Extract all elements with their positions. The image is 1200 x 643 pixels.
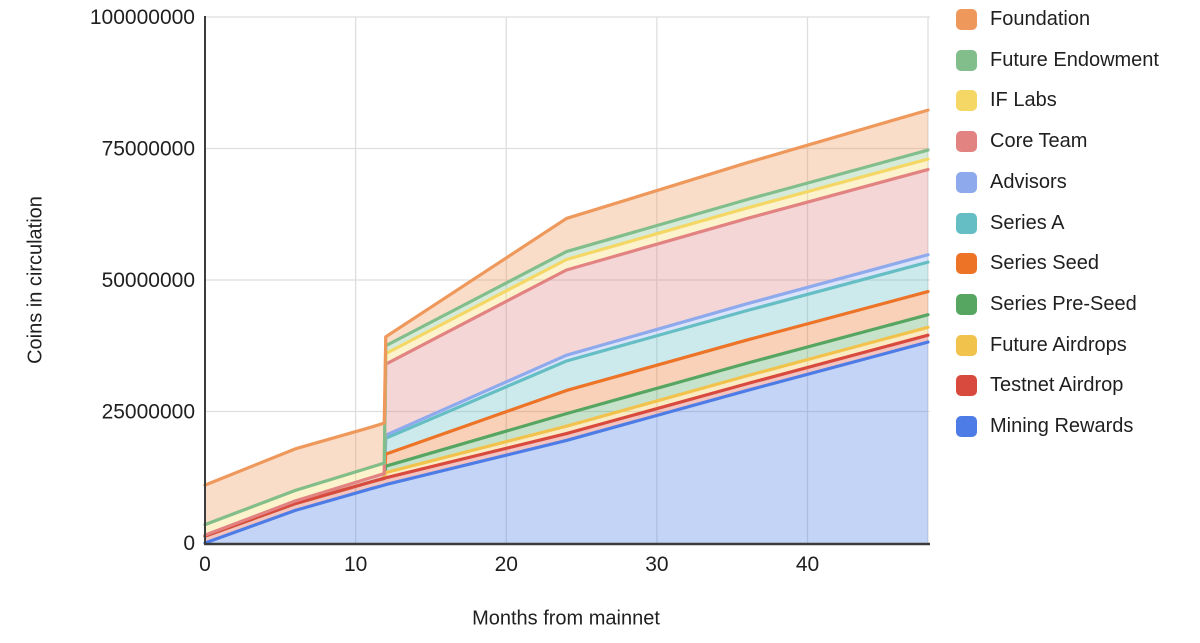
series-line-foundation <box>203 108 930 487</box>
y-tick-label: 25000000 <box>102 401 195 424</box>
legend-swatch-if-labs <box>956 90 977 112</box>
legend-swatch-future-endowment <box>956 49 977 71</box>
legend-label: Series Seed <box>990 252 1099 275</box>
legend-label: IF Labs <box>990 89 1057 112</box>
x-tick-label: 0 <box>199 553 211 576</box>
legend-label: Testnet Airdrop <box>990 374 1124 397</box>
legend-item-testnet-airdrop: Testnet Airdrop <box>956 374 1124 397</box>
x-tick-label: 10 <box>344 553 367 576</box>
legend-label: Future Airdrops <box>990 333 1127 356</box>
y-tick-label: 100000000 <box>90 6 195 29</box>
legend-item-mining-rewards: Mining Rewards <box>956 415 1134 437</box>
x-tick-label: 30 <box>645 553 668 576</box>
legend-swatch-mining-rewards <box>956 416 977 437</box>
series-fill-series-a <box>205 262 928 537</box>
legend-label: Mining Rewards <box>990 415 1134 437</box>
series-line-testnet-airdrop <box>203 333 930 538</box>
legend-label: Core Team <box>990 130 1088 153</box>
series-fill-future-airdrops <box>205 327 928 537</box>
legend-swatch-series-pre-seed <box>956 293 977 315</box>
legend-swatch-foundation <box>956 9 977 30</box>
legend-swatch-advisors <box>956 171 977 193</box>
legend-swatch-series-a <box>956 212 977 234</box>
legend-item-foundation: Foundation <box>956 8 1091 30</box>
legend-label: Series A <box>990 211 1065 234</box>
legend-swatch-series-seed <box>956 253 977 275</box>
series-fill-mining-rewards <box>205 342 928 543</box>
legend-item-future-airdrops: Future Airdrops <box>956 333 1127 356</box>
series-fill-foundation <box>205 110 928 525</box>
legend-item-future-endowment: Future Endowment <box>956 48 1159 71</box>
y-axis-title: Coins in circulation <box>24 196 47 364</box>
legend-swatch-testnet-airdrop <box>956 375 977 397</box>
legend-label: Future Endowment <box>990 48 1159 71</box>
legend-swatch-core-team <box>956 131 977 153</box>
legend-label: Series Pre-Seed <box>990 292 1137 315</box>
series-fill-series-seed <box>205 291 928 537</box>
x-tick-label: 20 <box>495 553 518 576</box>
x-tick-label: 40 <box>796 553 819 576</box>
series-fill-core-team <box>205 169 928 537</box>
y-tick-label: 75000000 <box>102 138 195 161</box>
x-axis-title: Months from mainnet <box>472 607 660 630</box>
legend-item-core-team: Core Team <box>956 130 1088 153</box>
y-tick-label: 0 <box>183 532 195 555</box>
legend-item-if-labs: IF Labs <box>956 89 1057 112</box>
series-line-mining-rewards <box>203 340 930 545</box>
legend-item-advisors: Advisors <box>956 170 1067 193</box>
legend-item-series-pre-seed: Series Pre-Seed <box>956 292 1137 315</box>
y-tick-label: 50000000 <box>102 269 195 292</box>
legend-label: Advisors <box>990 170 1067 193</box>
legend-item-series-seed: Series Seed <box>956 252 1099 275</box>
legend-swatch-future-airdrops <box>956 334 977 356</box>
legend-label: Foundation <box>990 8 1091 30</box>
legend-item-series-a: Series A <box>956 211 1065 234</box>
